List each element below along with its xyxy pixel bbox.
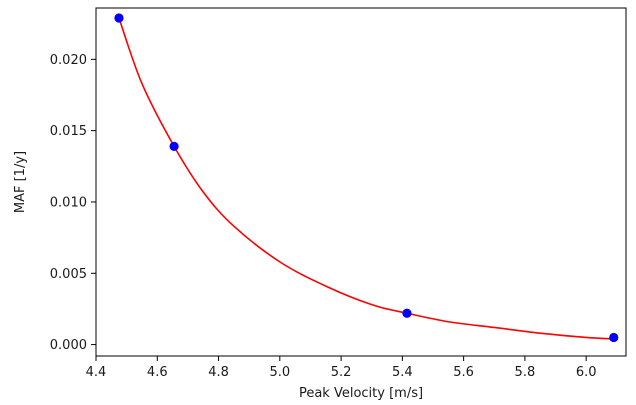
plot-area <box>95 7 627 357</box>
x-axis-label: Peak Velocity [m/s] <box>299 386 423 401</box>
x-tick-label: 4.4 <box>86 365 107 380</box>
data-point <box>114 13 124 23</box>
x-tick-label: 4.6 <box>147 365 168 380</box>
points-layer <box>114 13 619 343</box>
x-tick-label: 5.2 <box>331 365 352 380</box>
y-axis-label: MAF [1/y] <box>13 151 28 213</box>
x-tick-label: 4.8 <box>208 365 229 380</box>
y-tick-label: 0.020 <box>50 53 87 68</box>
data-point <box>169 141 179 151</box>
y-tick-label: 0.005 <box>50 267 87 282</box>
y-tick-label: 0.000 <box>50 338 87 353</box>
y-axis: 0.000 0.005 0.010 0.015 0.020 <box>50 53 96 353</box>
y-tick-label: 0.015 <box>50 124 87 139</box>
x-tick-label: 5.6 <box>453 365 474 380</box>
x-tick-label: 6.0 <box>576 365 597 380</box>
y-tick-label: 0.010 <box>50 195 87 210</box>
data-point <box>609 332 619 343</box>
x-tick-label: 5.4 <box>392 365 413 380</box>
x-axis: 4.4 4.6 4.8 5.0 5.2 5.4 5.6 5.8 6.0 <box>86 356 597 380</box>
x-tick-label: 5.8 <box>515 365 536 380</box>
x-tick-label: 5.0 <box>269 365 290 380</box>
data-point <box>402 308 412 318</box>
